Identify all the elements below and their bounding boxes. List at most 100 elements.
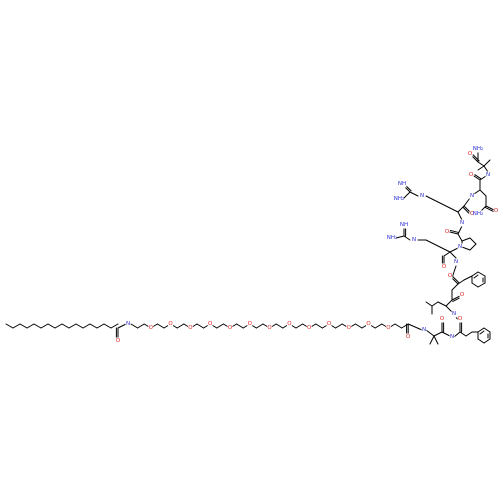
- atom-label-bg: [493, 207, 499, 215]
- peg-chain-bond: [130, 323, 139, 329]
- nitrogen-atom-label: NH₂: [394, 196, 404, 202]
- leu-side-bond: [431, 301, 439, 307]
- asn-side-bond: [479, 189, 487, 197]
- peg-chain-bond: [354, 323, 363, 329]
- arg2-side-bond: [441, 203, 451, 209]
- asn-link-bond: [463, 197, 471, 207]
- atom-label-bg: [346, 324, 352, 332]
- nitrogen-atom-label: N: [412, 237, 416, 243]
- atom-label-bg: [473, 210, 483, 218]
- atom-label-bg: [227, 324, 233, 332]
- arg1-backbone-bond: [443, 251, 451, 257]
- peg-chain-bond: [335, 323, 343, 329]
- atom-label-bg: [187, 324, 193, 332]
- oxygen-atom-label: O: [445, 229, 450, 235]
- nitrogen-atom-label: NH: [400, 222, 408, 228]
- arg1-side-bond: [433, 243, 443, 249]
- atom-label-bg: [459, 219, 465, 227]
- terminal-carbonyl-bond: [471, 155, 479, 163]
- atom-label-bg: [444, 228, 450, 236]
- atom-label-bg: [207, 320, 213, 328]
- guan1-bond: [403, 235, 411, 241]
- peg-chain-bond: [236, 323, 244, 329]
- atom-label-bg: [468, 171, 474, 179]
- leu-backbone-bond: [445, 299, 453, 307]
- peg-chain-bond: [176, 323, 185, 329]
- oxygen-atom-label: O: [228, 325, 233, 331]
- atom-label-bg: [399, 221, 409, 229]
- fatty-acid-chain-bond: [12, 323, 21, 329]
- asn-c-n-bond: [479, 175, 487, 181]
- atom-label-bg: [168, 320, 174, 328]
- fatty-acid-chain-bond: [103, 323, 112, 329]
- oxygen-atom-label: O: [442, 264, 447, 270]
- aib-methyl-bond: [429, 335, 435, 345]
- atom-label-bg: [469, 210, 475, 218]
- asn-carbonyl-bond: [474, 174, 482, 180]
- oxygen-atom-label: O: [386, 325, 391, 331]
- fatty-acid-chain-bond: [40, 323, 49, 329]
- nitrogen-atom-label: NH: [398, 181, 406, 187]
- phe1-carbonyl-bond: [451, 277, 459, 285]
- fatty-acid-chain-bond: [68, 323, 77, 329]
- fatty-acid-chain-bond: [54, 323, 63, 329]
- aib-bond: [407, 323, 423, 331]
- pro-carbonyl-link-bond: [457, 233, 463, 242]
- peg-chain-bond: [137, 323, 145, 329]
- nitrogen-atom-label: N: [452, 311, 456, 317]
- peg-chain-bond: [196, 323, 205, 329]
- atom-label-bg: [469, 192, 475, 200]
- oxygen-atom-label: O: [116, 338, 121, 344]
- oxygen-atom-label: O: [149, 325, 154, 331]
- oxygen-atom-label: O: [448, 273, 453, 279]
- atom-label-bg: [451, 310, 457, 318]
- peg-chain-bond: [374, 323, 383, 329]
- atom-label-bg: [447, 272, 453, 280]
- peg-chain-bond: [156, 323, 165, 329]
- atom-label-bg: [473, 145, 483, 153]
- phe1-ring-bond: [471, 282, 479, 288]
- arg1-link-bond: [451, 265, 457, 279]
- pro-link-bond: [449, 247, 459, 253]
- arg2-side-bond: [425, 195, 435, 201]
- atom-label-bg: [411, 236, 417, 244]
- pro-ring-bond: [469, 237, 477, 245]
- peg-chain-bond: [295, 323, 304, 329]
- oxygen-atom-label: O: [347, 325, 352, 331]
- phe2-ring-bond: [477, 338, 485, 344]
- atom-label-bg: [247, 320, 253, 328]
- phe1-ring-bond: [477, 282, 486, 288]
- fatty-acid-chain-bond: [96, 323, 105, 329]
- pro-carbonyl-bond: [449, 229, 459, 233]
- oxygen-atom-label: O: [208, 321, 213, 327]
- nitrogen-atom-label: N: [454, 259, 458, 265]
- phe1-carbonyl-bond: [452, 276, 460, 284]
- arg1-side-bond: [441, 247, 451, 253]
- arg2-side-bond: [433, 199, 443, 205]
- phe2-ring-bond: [483, 338, 491, 344]
- guan1-bond: [395, 235, 405, 239]
- oxygen-atom-label: O: [406, 334, 411, 340]
- nitrogen-atom-label: NH₂: [473, 146, 483, 152]
- asn-side-carbonyl-bond: [485, 205, 495, 211]
- atom-label-bg: [449, 333, 455, 341]
- pro-ring-bond: [469, 243, 477, 251]
- fatty-acid-chain-bond: [26, 323, 35, 329]
- phe1-ring-bond: [471, 271, 479, 277]
- atom-label-bg: [387, 234, 397, 242]
- nitrogen-atom-label: N: [420, 193, 424, 199]
- oxygen-atom-label: O: [458, 316, 463, 322]
- aib-backbone-bond: [433, 331, 443, 337]
- bond-layer: [5, 151, 495, 345]
- aib2-backbone-bond: [483, 165, 489, 173]
- oxygen-atom-label: O: [460, 292, 465, 298]
- leu-side-bond: [425, 301, 433, 307]
- phe2-backbone-bond: [453, 331, 461, 338]
- nitrogen-atom-label: N: [422, 327, 426, 333]
- atom-label-bg: [421, 326, 427, 334]
- atom-label-bg: [267, 324, 273, 332]
- fatty-acid-chain-bond: [33, 323, 42, 329]
- oxygen-atom-label: O: [468, 151, 473, 157]
- oxygen-atom-label: O: [327, 321, 332, 327]
